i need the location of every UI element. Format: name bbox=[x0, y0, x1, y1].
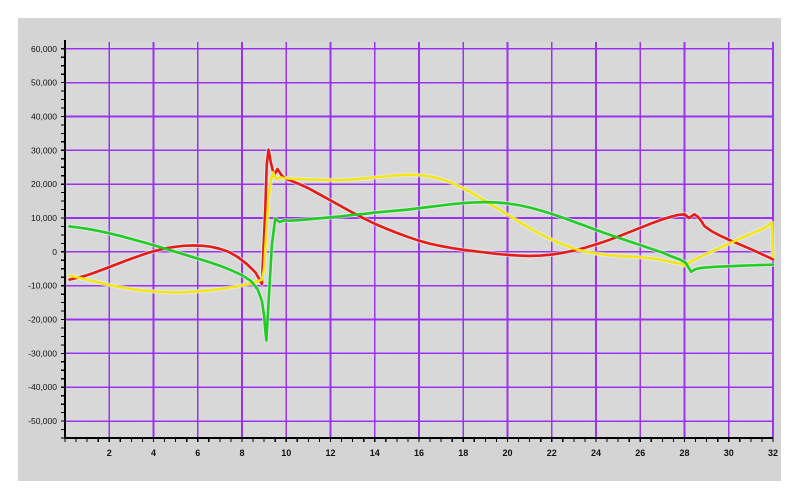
series-line-red bbox=[68, 148, 775, 286]
x-tick-label: 2 bbox=[107, 448, 112, 458]
x-tick-label: 6 bbox=[195, 448, 200, 458]
x-tick-label: 30 bbox=[724, 448, 734, 458]
y-tick-label: 30,000 bbox=[31, 145, 57, 155]
x-tick-label: 32 bbox=[768, 448, 778, 458]
y-tick-label: 50,000 bbox=[31, 78, 57, 88]
series-layer bbox=[67, 147, 776, 343]
x-tick-label: 16 bbox=[414, 448, 424, 458]
x-tick-label: 22 bbox=[547, 448, 557, 458]
line-chart: 60,000 50,000 40,000 30,000 20,000 10,000 0 -10… bbox=[28, 40, 778, 458]
x-tick-label: 12 bbox=[325, 448, 335, 458]
axis-layer bbox=[61, 40, 774, 442]
x-tick-label: 14 bbox=[370, 448, 380, 458]
y-tick-label: -30,000 bbox=[28, 348, 57, 358]
y-tick-label: 20,000 bbox=[31, 179, 57, 189]
x-tick-label: 28 bbox=[679, 448, 689, 458]
y-tick-label: -20,000 bbox=[28, 315, 57, 325]
y-tick-label: 40,000 bbox=[31, 111, 57, 121]
y-tick-label: 0 bbox=[52, 247, 57, 257]
series-line-yellow bbox=[68, 171, 775, 294]
x-axis-tick-labels: 2 4 6 8 10 12 14 16 18 20 22 24 26 28 30 32 bbox=[107, 448, 778, 458]
x-tick-label: 26 bbox=[635, 448, 645, 458]
x-tick-label: 8 bbox=[239, 448, 244, 458]
x-tick-label: 20 bbox=[502, 448, 512, 458]
x-tick-label: 4 bbox=[151, 448, 156, 458]
y-axis-tick-labels: 60,000 50,000 40,000 30,000 20,000 10,000 0 -10… bbox=[28, 44, 57, 426]
grid-layer bbox=[65, 42, 774, 438]
x-tick-label: 24 bbox=[591, 448, 601, 458]
x-tick-label: 18 bbox=[458, 448, 468, 458]
series-line-green bbox=[68, 200, 775, 342]
chart-panel: 60,000 50,000 40,000 30,000 20,000 10,000 0 -10… bbox=[18, 18, 782, 482]
y-tick-label: -10,000 bbox=[28, 281, 57, 291]
y-tick-label: 10,000 bbox=[31, 213, 57, 223]
x-tick-label: 10 bbox=[281, 448, 291, 458]
y-tick-label: -50,000 bbox=[28, 416, 57, 426]
y-tick-label: -40,000 bbox=[28, 382, 57, 392]
y-tick-label: 60,000 bbox=[31, 44, 57, 54]
